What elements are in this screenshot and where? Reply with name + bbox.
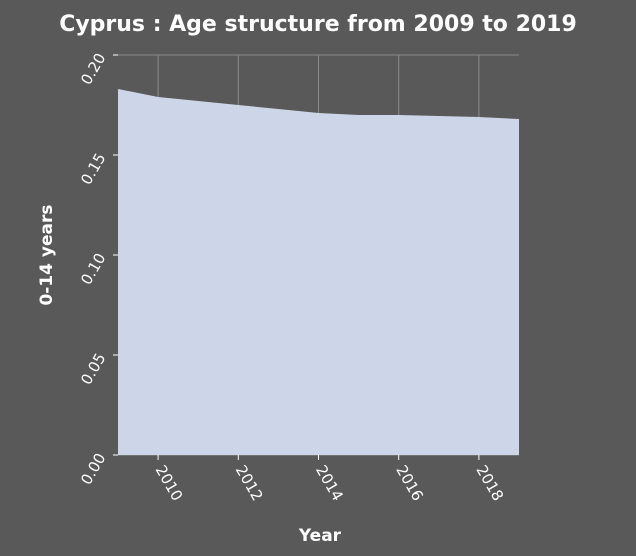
y-tick-label: 0.15	[77, 150, 109, 188]
y-tick-labels: 0.00 0.05 0.10 0.15 0.20	[77, 50, 109, 488]
y-tick-label: 0.00	[77, 450, 109, 488]
x-tick-label: 2018	[472, 462, 507, 504]
x-tick-labels: 2010 2012 2014 2016 2018	[152, 462, 507, 504]
y-tick-label: 0.20	[77, 50, 109, 88]
x-tick-label: 2014	[312, 462, 347, 504]
x-axis-label: Year	[298, 526, 342, 546]
y-tick-label: 0.10	[77, 250, 109, 288]
x-tick-label: 2016	[392, 462, 427, 504]
x-tick-label: 2012	[232, 462, 267, 504]
chart-title: Cyprus : Age structure from 2009 to 2019	[59, 12, 577, 37]
area-series	[118, 89, 519, 455]
y-tick-label: 0.05	[77, 350, 109, 388]
y-axis-label: 0-14 years	[37, 204, 57, 305]
tick-marks	[113, 54, 480, 460]
x-tick-label: 2010	[152, 462, 187, 504]
